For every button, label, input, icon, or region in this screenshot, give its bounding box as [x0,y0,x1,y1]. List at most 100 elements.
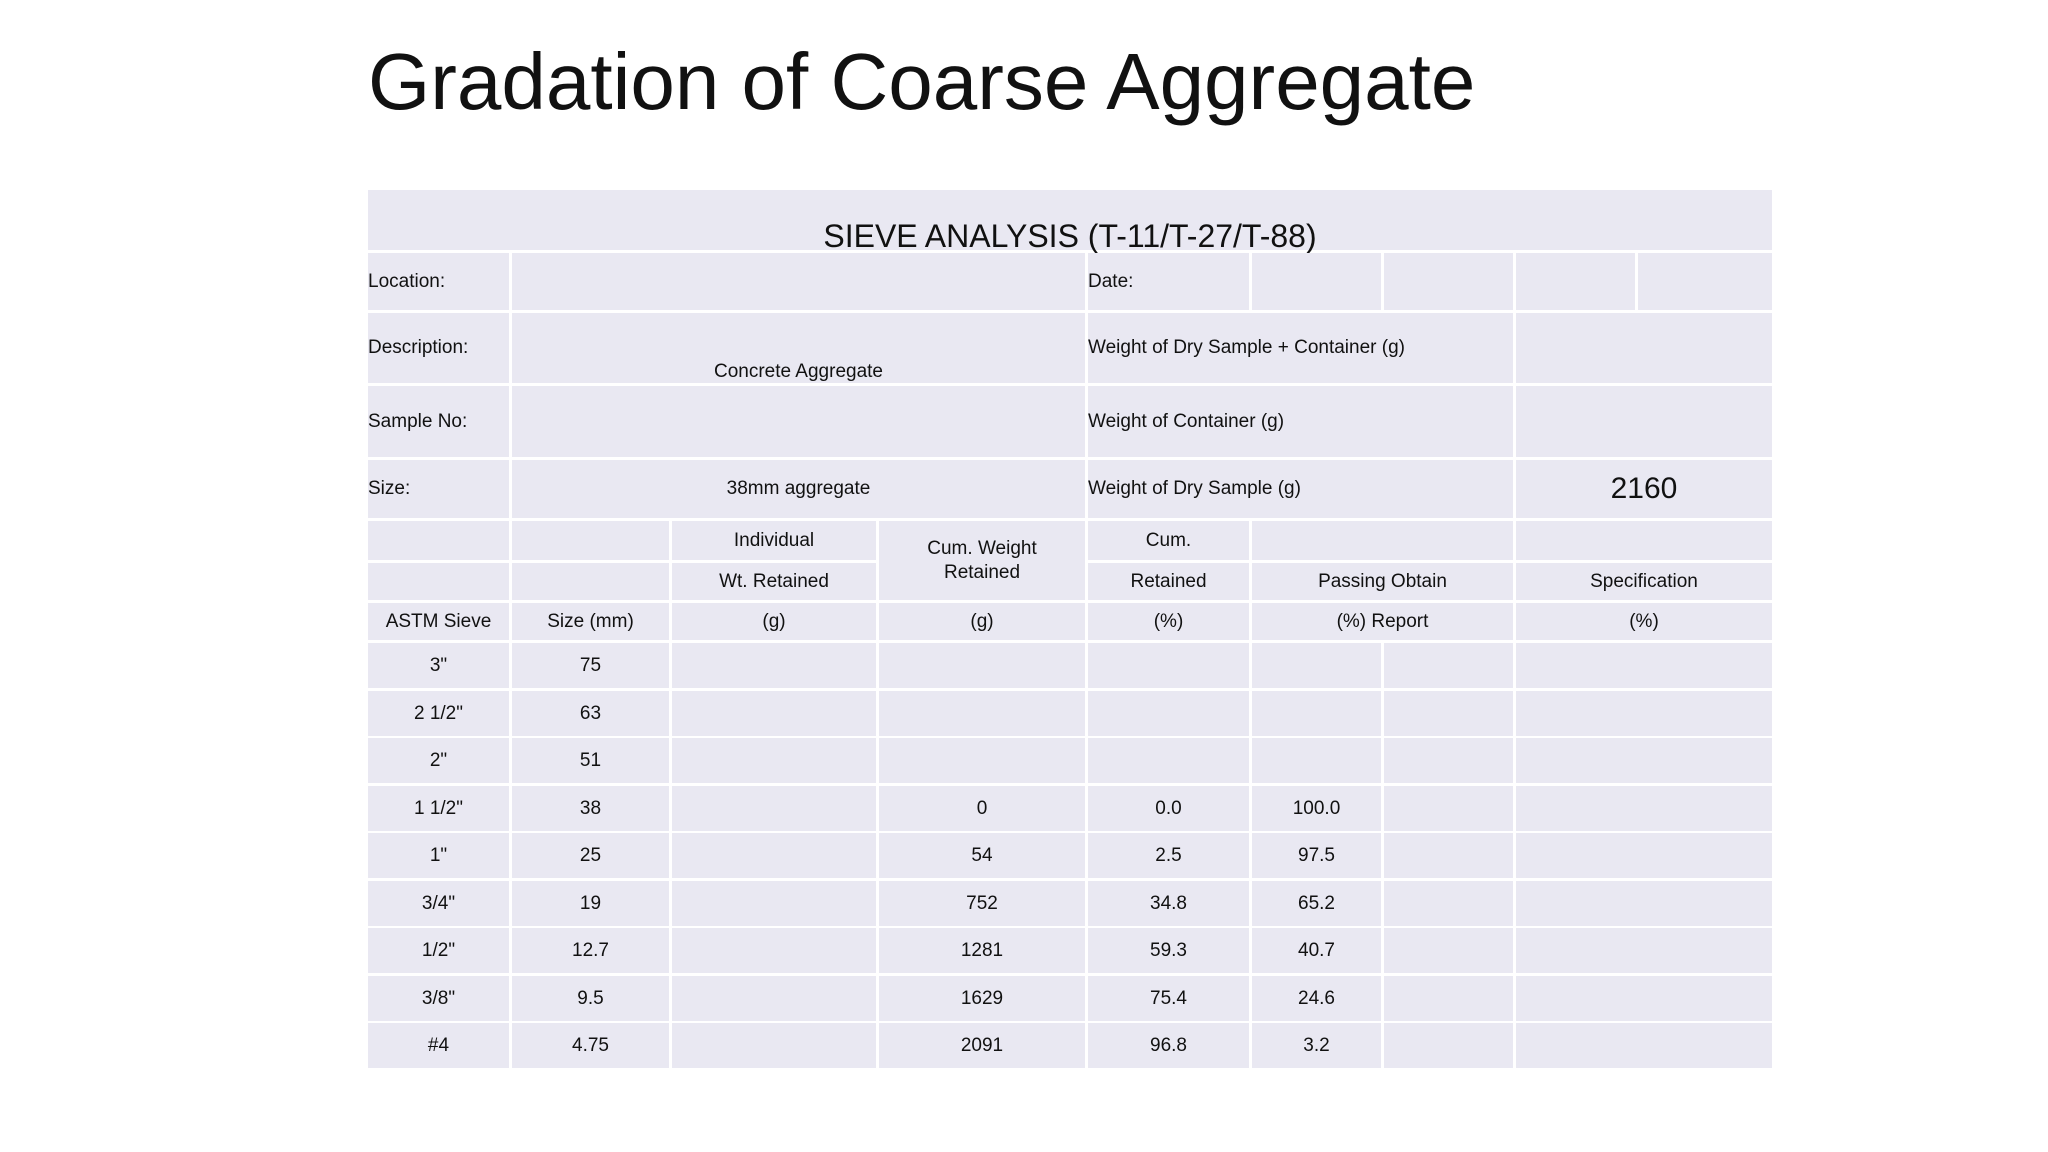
location-label-text: Location: [368,270,446,292]
dry-sample-container-label: Weight of Dry Sample + Container (g) [1088,313,1513,383]
row-size-mm: 75 [512,643,669,688]
row-report [1384,833,1513,878]
date-extra-1 [1384,253,1513,310]
row-specification [1516,881,1772,926]
row-size-mm: 25 [512,833,669,878]
row-astm-sieve: 3" [368,643,509,688]
row-astm-sieve-text: #4 [427,1034,450,1056]
row-cum-retained: 59.3 [1088,928,1249,973]
header-blank [368,563,509,600]
row-cum-weight [879,643,1085,688]
date-extra-2 [1516,253,1635,310]
row-cum-retained [1088,691,1249,736]
row-individual [672,1023,876,1068]
header-cum-weight-3-text: (g) [970,610,994,632]
row-cum-weight: 2091 [879,1023,1085,1068]
header-passing-1: Passing Obtain [1252,563,1513,600]
row-cum-weight-text: 2091 [960,1034,1004,1056]
row-size-mm: 38 [512,786,669,831]
row-size-mm-text: 25 [579,844,602,866]
row-cum-weight-text: 1629 [960,987,1004,1009]
row-cum-retained-text: 75.4 [1150,987,1187,1009]
header-astm-sieve: ASTM Sieve [368,603,509,640]
row-specification [1516,928,1772,973]
row-astm-sieve: 3/8" [368,976,509,1021]
row-size-mm: 12.7 [512,928,669,973]
row-passing-text: 100.0 [1292,797,1341,819]
row-cum-retained: 2.5 [1088,833,1249,878]
header-blank [512,521,669,560]
row-cum-weight: 1629 [879,976,1085,1021]
header-individual-2: Wt. Retained [672,563,876,600]
row-cum-retained: 96.8 [1088,1023,1249,1068]
row-cum-retained: 75.4 [1088,976,1249,1021]
row-astm-sieve-text: 2" [429,749,448,771]
header-size-mm: Size (mm) [512,603,669,640]
header-cum-weight-3: (g) [879,603,1085,640]
header-blank [368,521,509,560]
row-cum-weight: 0 [879,786,1085,831]
slide-title: Gradation of Coarse Aggregate [368,37,1476,126]
row-cum-weight-text: 54 [971,844,993,866]
dry-sample-label: Weight of Dry Sample (g) [1088,460,1513,518]
date-value [1252,253,1381,310]
row-astm-sieve: 1" [368,833,509,878]
row-size-mm-text: 38 [579,797,602,819]
row-passing-text: 3.2 [1303,1034,1330,1056]
header-cum-retained-1: Cum. [1088,521,1249,560]
header-individual-3-text: (g) [762,610,786,632]
row-astm-sieve-text: 1/2" [421,939,456,961]
dry-sample-container-label-text: Weight of Dry Sample + Container (g) [1088,337,1405,358]
row-astm-sieve-text: 3" [429,654,448,676]
row-astm-sieve-text: 1 1/2" [413,797,463,819]
table-heading-text: SIEVE ANALYSIS (T-11/T-27/T-88) [823,218,1317,254]
row-report [1384,643,1513,688]
header-spec-2: (%) [1516,603,1772,640]
description-value: Concrete Aggregate [512,313,1085,383]
container-weight-value [1516,386,1772,457]
header-cum-retained-2: Retained [1088,563,1249,600]
row-astm-sieve: 2" [368,738,509,783]
row-passing [1252,643,1381,688]
header-individual-2-text: Wt. Retained [719,570,829,592]
row-astm-sieve-text: 2 1/2" [413,702,463,724]
row-cum-retained [1088,643,1249,688]
dry-sample-value: 2160 [1516,460,1772,518]
header-cum-retained-1-text: Cum. [1145,529,1192,551]
container-weight-label: Weight of Container (g) [1088,386,1513,457]
location-label: Location: [368,253,509,310]
row-specification [1516,738,1772,783]
row-size-mm-text: 19 [579,892,602,914]
header-cum-weight: Cum. Weight Retained [879,521,1085,600]
row-astm-sieve: 1 1/2" [368,786,509,831]
table-heading: SIEVE ANALYSIS (T-11/T-27/T-88) [368,190,1772,254]
row-cum-retained [1088,738,1249,783]
row-report [1384,786,1513,831]
description-label-text: Description: [368,337,469,358]
row-astm-sieve-text: 3/4" [421,892,456,914]
header-blank [1252,521,1513,560]
row-individual [672,928,876,973]
row-passing: 24.6 [1252,976,1381,1021]
date-extra-3 [1638,253,1772,310]
row-size-mm-text: 4.75 [572,1034,609,1056]
row-report [1384,691,1513,736]
row-individual [672,786,876,831]
description-value-text: Concrete Aggregate [713,361,883,382]
row-astm-sieve: 3/4" [368,881,509,926]
row-size-mm-text: 9.5 [577,987,604,1009]
row-report [1384,738,1513,783]
row-cum-retained-text: 2.5 [1155,844,1182,866]
row-passing [1252,738,1381,783]
row-cum-weight-text: 752 [966,892,998,914]
row-specification [1516,786,1772,831]
row-cum-weight-text: 0 [976,797,988,819]
header-passing-2-text: (%) Report [1336,610,1429,632]
row-cum-weight [879,691,1085,736]
row-passing: 3.2 [1252,1023,1381,1068]
row-cum-weight: 752 [879,881,1085,926]
row-report [1384,881,1513,926]
row-size-mm: 51 [512,738,669,783]
row-size-mm: 63 [512,691,669,736]
header-spec-1: Specification [1516,563,1772,600]
